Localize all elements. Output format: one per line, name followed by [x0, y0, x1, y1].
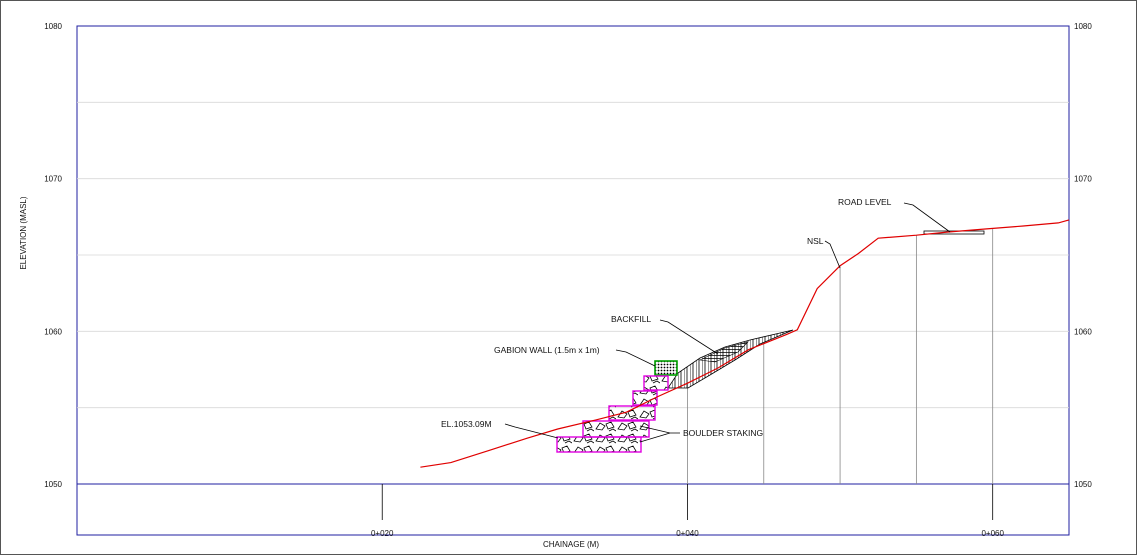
label-boulder-staking: BOULDER STAKING [683, 428, 763, 438]
annotation-elevation: EL.1053.09M [441, 419, 559, 439]
x-tick-label: 0+020 [371, 529, 394, 538]
y-axis-left: 1050 1060 1070 1080 [44, 22, 62, 489]
x-axis-title: CHAINAGE (M) [543, 540, 599, 549]
y-tick-label-right: 1060 [1074, 327, 1092, 336]
y-axis-right: 1050 1060 1070 1080 [1074, 22, 1092, 489]
backfill-zone [667, 329, 794, 389]
station-lines [687, 228, 994, 484]
annotation-nsl: NSL [807, 236, 841, 269]
y-tick-label-right: 1070 [1074, 175, 1092, 184]
x-tick-label: 0+060 [981, 529, 1004, 538]
y-tick-label-right: 1050 [1074, 480, 1092, 489]
label-elevation: EL.1053.09M [441, 419, 492, 429]
annotation-road-level: ROAD LEVEL [838, 197, 951, 233]
gabion-block [632, 390, 658, 406]
x-axis: 0+020 0+040 0+060 [371, 484, 1004, 538]
gabion-block [643, 375, 669, 391]
gabion-block [582, 420, 650, 438]
y-tick-label-left: 1060 [44, 327, 62, 336]
gabion-wall [556, 360, 678, 453]
annotation-gabion-wall: GABION WALL (1.5m x 1m) [494, 345, 656, 367]
plot-frame [76, 25, 1070, 536]
label-gabion-wall: GABION WALL (1.5m x 1m) [494, 345, 600, 355]
label-backfill: BACKFILL [611, 314, 651, 324]
y-tick-label-left: 1080 [44, 22, 62, 31]
label-nsl: NSL [807, 236, 824, 246]
grid-lines [77, 101, 1069, 485]
y-tick-label-left: 1050 [44, 480, 62, 489]
annotation-boulder-staking: BOULDER STAKING [639, 425, 763, 443]
annotation-backfill: BACKFILL [611, 314, 719, 355]
y-axis-title: ELEVATION (MASL) [19, 196, 28, 269]
ground-profile-line [420, 219, 1070, 468]
label-road-level: ROAD LEVEL [838, 197, 892, 207]
x-tick-label: 0+040 [676, 529, 699, 538]
gabion-block-top [654, 360, 678, 376]
y-tick-label-right: 1080 [1074, 22, 1092, 31]
gabion-block [608, 405, 656, 421]
boulder-staking-base [556, 436, 642, 453]
y-tick-label-left: 1070 [44, 175, 62, 184]
